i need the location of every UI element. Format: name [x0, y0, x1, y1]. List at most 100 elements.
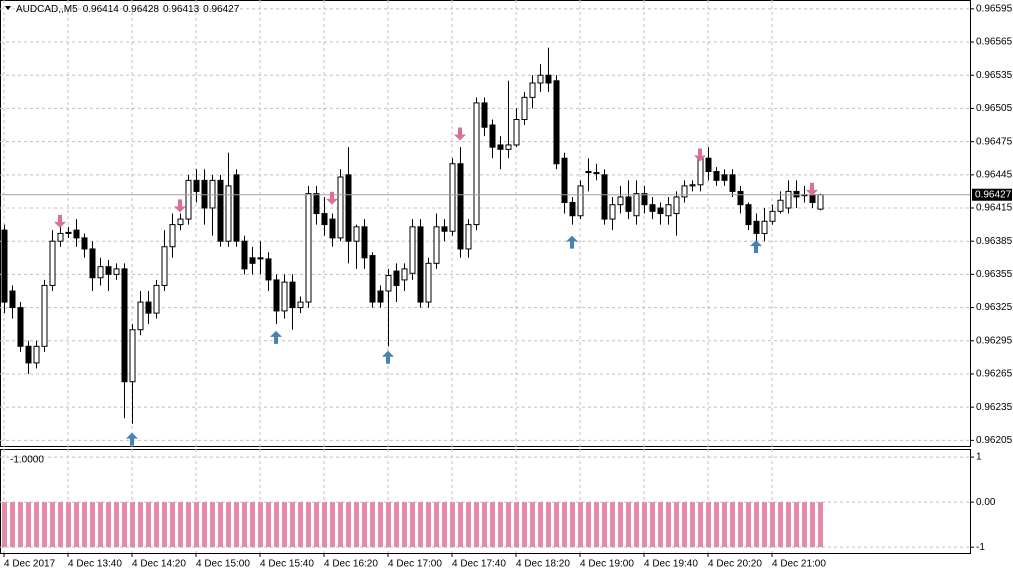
candle-body [353, 226, 360, 242]
histogram-bar [714, 502, 719, 548]
histogram-bar [602, 502, 607, 548]
histogram-bar [514, 502, 519, 548]
histogram-bar [434, 502, 439, 548]
candle-body [345, 174, 352, 242]
candle-body [57, 232, 64, 242]
candle-body [473, 102, 480, 226]
histogram-bar [18, 502, 23, 548]
price-box [972, 188, 1012, 201]
candle-body [705, 157, 712, 172]
histogram-bar [106, 502, 111, 548]
histogram-bar [66, 502, 71, 548]
histogram-bar [730, 502, 735, 548]
candle-body [593, 172, 600, 175]
histogram-bar [178, 502, 183, 548]
candle-body [49, 240, 56, 286]
candle-body [185, 179, 192, 220]
candle-body [137, 301, 144, 331]
histogram-bar [570, 502, 575, 548]
histogram-bar [282, 502, 287, 548]
candle-body [817, 194, 824, 210]
histogram-bar [546, 502, 551, 548]
candle-body [537, 74, 544, 84]
candle-body [553, 80, 560, 165]
candle-body [201, 179, 208, 209]
candle-body [313, 193, 320, 215]
histogram-bar [658, 502, 663, 548]
histogram-bar [706, 502, 711, 548]
candle-body [257, 257, 264, 260]
histogram-bar [626, 502, 631, 548]
histogram-bar [146, 502, 151, 548]
x-tick-label: 4 Dec 18:20 [516, 559, 570, 570]
histogram-bar [666, 502, 671, 548]
candle-body [633, 193, 640, 217]
histogram-bar [298, 502, 303, 548]
candle-body [153, 284, 160, 314]
candle-body [769, 210, 776, 222]
indicator-frame [0, 449, 971, 554]
histogram-bar [234, 502, 239, 548]
histogram-bar [562, 502, 567, 548]
histogram-bar [538, 502, 543, 548]
candle-body [441, 226, 448, 232]
histogram-bar [194, 502, 199, 548]
candle-body [33, 345, 40, 364]
histogram-bar [738, 502, 743, 548]
candle-body [89, 248, 96, 279]
candle-body [465, 224, 472, 250]
candle-body [65, 231, 72, 234]
candle-body [665, 204, 672, 217]
histogram-bar [722, 502, 727, 548]
candle-body [761, 220, 768, 234]
x-tick-label: 4 Dec 14:20 [132, 559, 186, 570]
histogram-bar [170, 502, 175, 548]
candle-body [81, 237, 88, 250]
y-tick-label: 0.96535 [976, 70, 1013, 81]
histogram-bar [442, 502, 447, 548]
x-tick-label: 4 Dec 15:00 [196, 559, 250, 570]
histogram-bar [130, 502, 135, 548]
candle-body [425, 262, 432, 303]
low-readout: 0.96413 [163, 4, 200, 15]
histogram-bar [34, 502, 39, 548]
histogram-bar [90, 502, 95, 548]
y-tick-label: 0.96325 [976, 302, 1013, 313]
indicator-readout: -1.0000 [10, 455, 44, 466]
main-frame [0, 0, 971, 447]
histogram-bar [138, 502, 143, 548]
histogram-bar [330, 502, 335, 548]
sell-arrow [174, 199, 186, 213]
histogram-bar [290, 502, 295, 548]
open-readout: 0.96414 [83, 4, 120, 15]
histogram-bar [186, 502, 191, 548]
histogram-bar [530, 502, 535, 548]
histogram-bar [770, 502, 775, 548]
buy-arrow [382, 350, 394, 364]
histogram-bar [418, 502, 423, 548]
candle-body [1, 229, 8, 303]
histogram-bar [322, 502, 327, 548]
candle-body [609, 204, 616, 220]
y-tick-label: 0.00 [976, 497, 996, 508]
candle-body [513, 118, 520, 146]
histogram-bar [426, 502, 431, 548]
candle-body [209, 179, 216, 209]
candle-body [17, 307, 24, 347]
candle-body [193, 179, 200, 192]
candle-body [385, 275, 392, 292]
candle-body [305, 193, 312, 303]
candle-body [577, 185, 584, 217]
histogram-bar [466, 502, 471, 548]
histogram-bar [794, 502, 799, 548]
sell-arrow [694, 148, 706, 162]
sell-arrow [454, 127, 466, 141]
y-tick-label: 0.96415 [976, 203, 1013, 214]
histogram-bar [490, 502, 495, 548]
candle-body [585, 170, 592, 174]
histogram-bar [338, 502, 343, 548]
candle-body [697, 157, 704, 186]
candle-body [449, 163, 456, 232]
y-tick-label: 0.96445 [976, 169, 1013, 180]
